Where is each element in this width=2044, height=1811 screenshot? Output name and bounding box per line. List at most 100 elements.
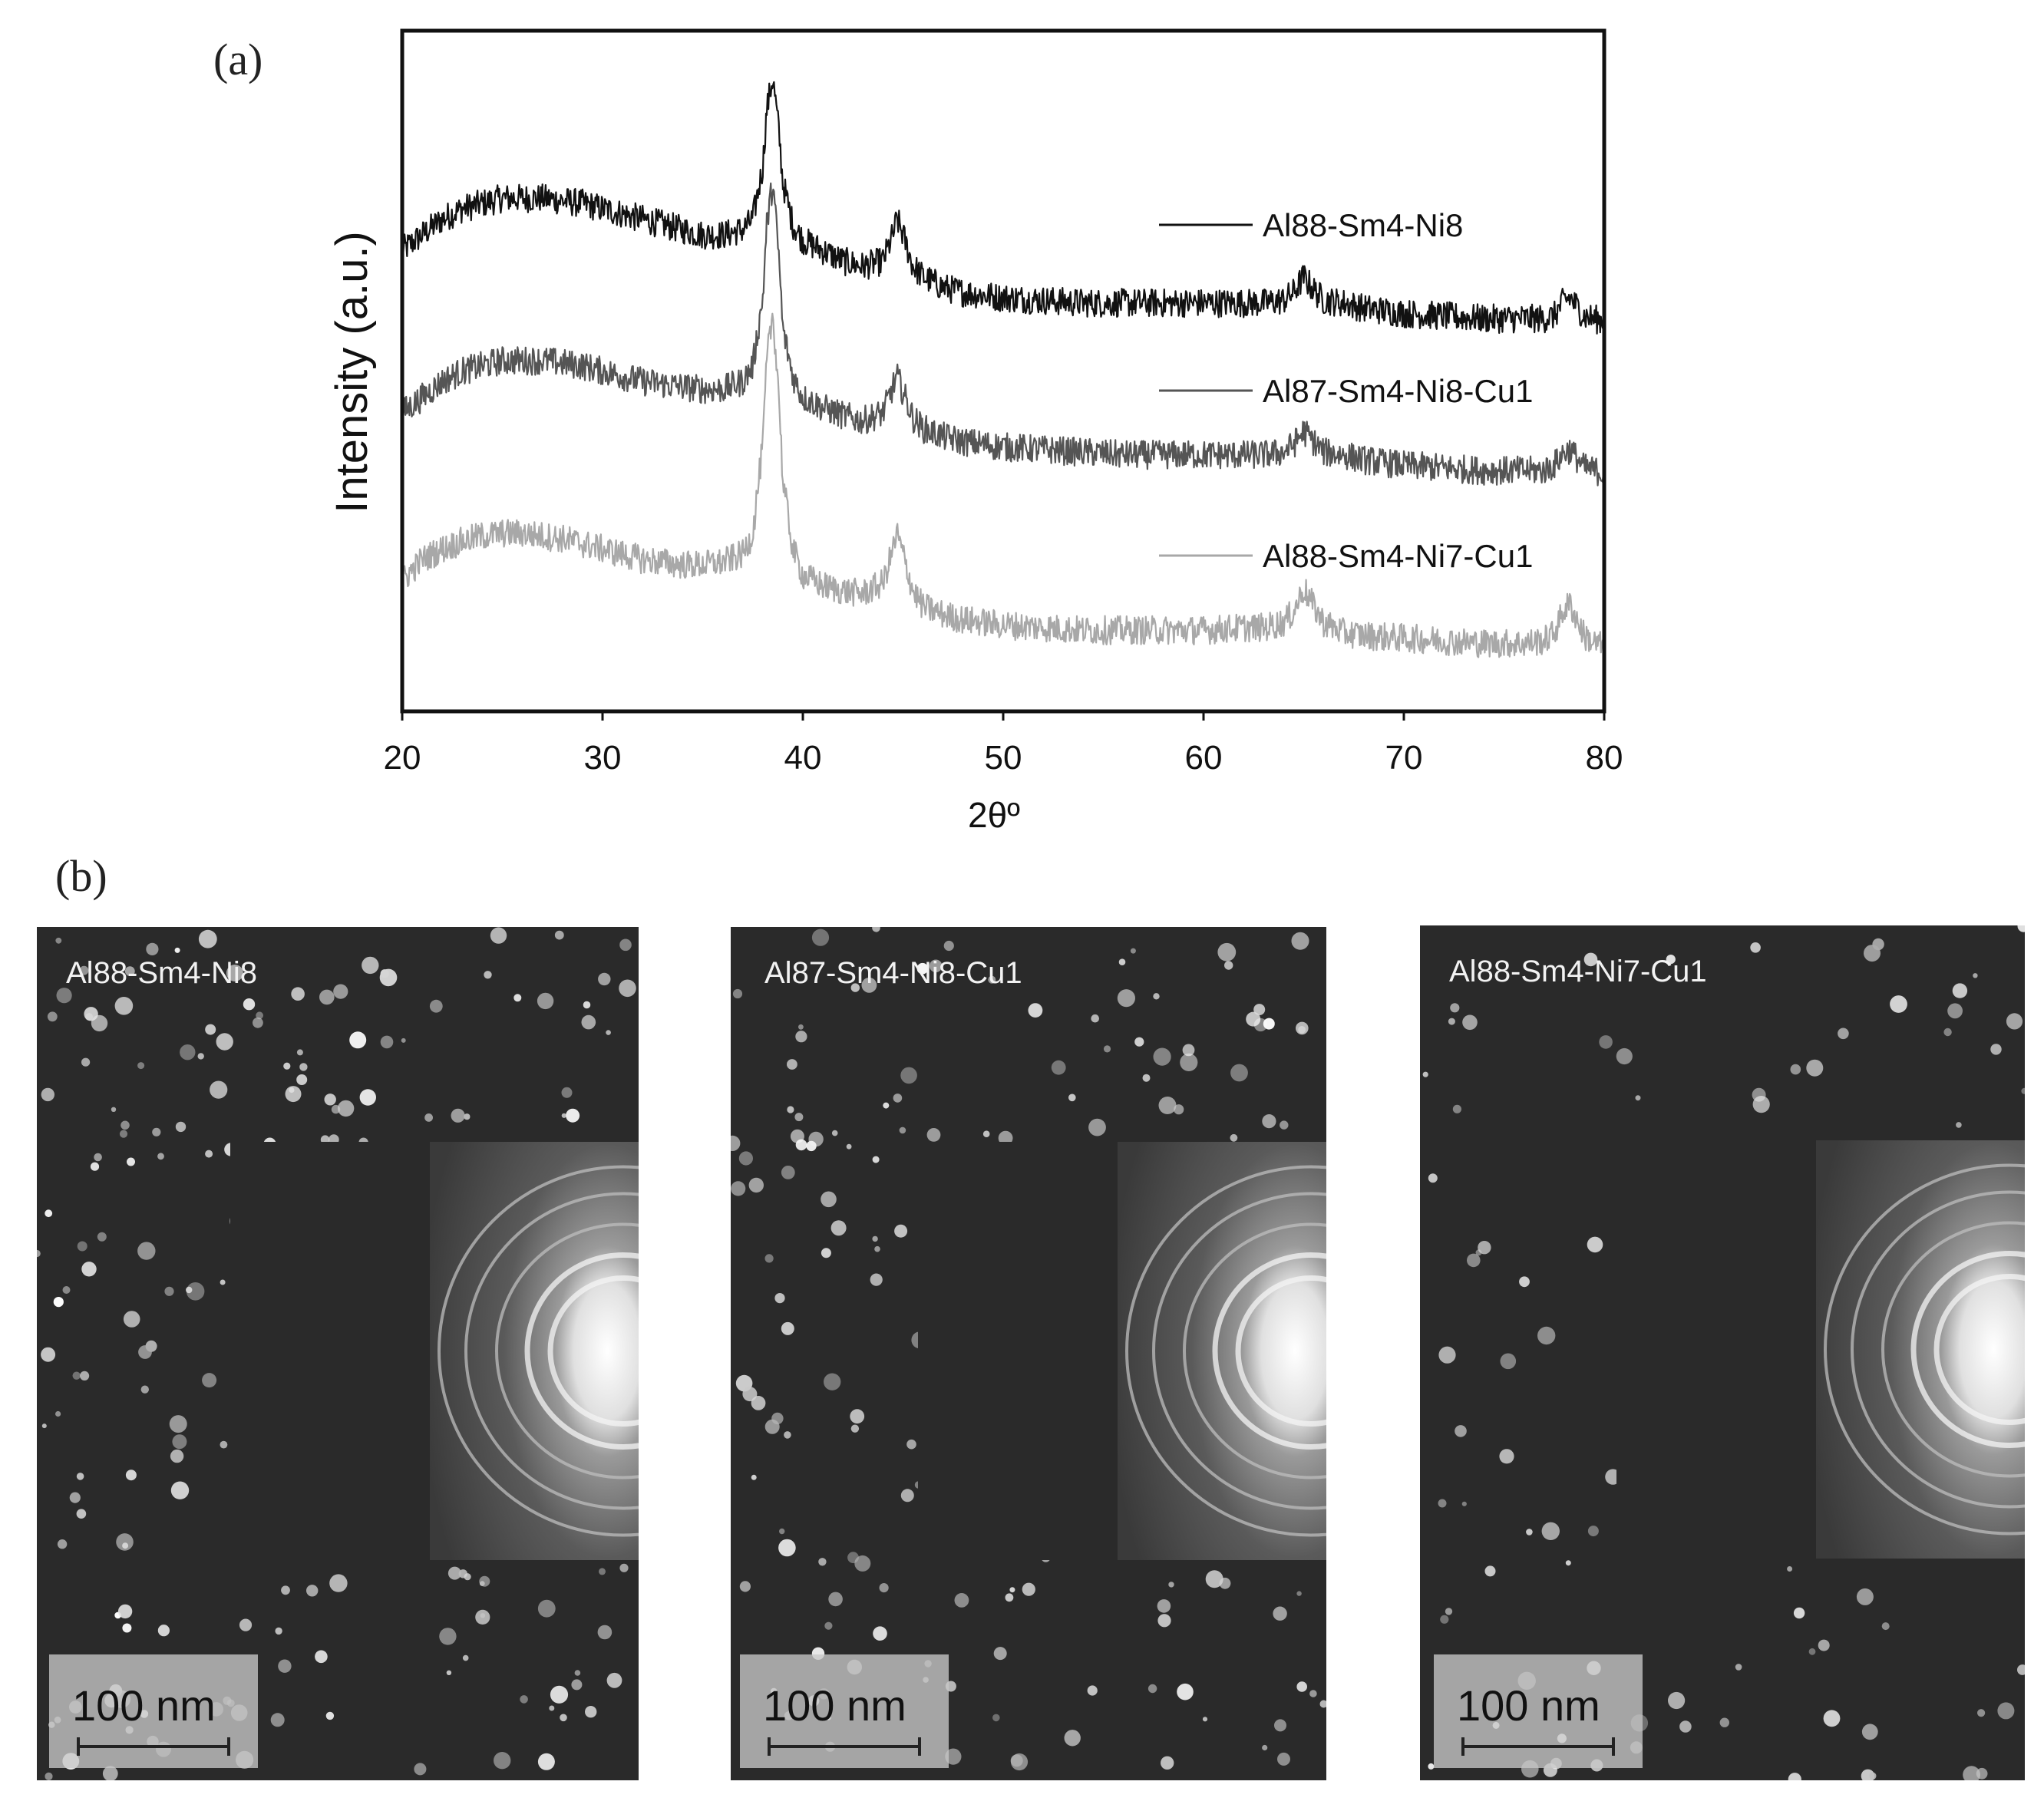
- nanoparticle: [202, 1373, 217, 1388]
- nanoparticle: [140, 1385, 149, 1394]
- nanoparticle: [1296, 1591, 1302, 1596]
- nanoparticle: [1806, 1059, 1824, 1077]
- nanoparticle: [226, 965, 243, 981]
- nanoparticle: [1051, 1060, 1066, 1075]
- nanoparticle: [97, 1232, 107, 1242]
- nanoparticle: [879, 1583, 889, 1593]
- nanoparticle: [446, 1670, 452, 1675]
- nanoparticle: [583, 1001, 591, 1009]
- nanoparticle: [1157, 1599, 1171, 1613]
- diffraction-ring: [1824, 1163, 2025, 1536]
- nanoparticle: [424, 1113, 433, 1122]
- nanoparticle: [1872, 938, 1884, 951]
- nanoparticle: [1103, 1045, 1111, 1053]
- nanoparticle: [1117, 989, 1135, 1008]
- nanoparticle: [62, 1286, 71, 1294]
- nanoparticle: [870, 1273, 883, 1286]
- nanoparticle: [281, 1585, 290, 1595]
- nanoparticle: [174, 947, 180, 953]
- scale-bar-tick: [1461, 1737, 1464, 1756]
- nanoparticle: [306, 1585, 319, 1597]
- nanoparticle: [606, 1030, 611, 1035]
- nanoparticle: [77, 1241, 88, 1252]
- nanoparticle: [1541, 1522, 1560, 1540]
- nanoparticle: [571, 1679, 583, 1691]
- nanoparticle: [1856, 1588, 1874, 1605]
- nanoparticle: [1142, 1074, 1151, 1082]
- scale-bar: 100 nm: [1434, 1654, 1643, 1768]
- nanoparticle: [1158, 1097, 1177, 1114]
- nanoparticle: [2017, 1664, 2025, 1675]
- nanoparticle: [798, 1024, 804, 1030]
- nanoparticle: [1253, 1004, 1266, 1016]
- x-axis-label: 2θº: [968, 795, 1020, 835]
- nanoparticle: [1838, 1028, 1849, 1040]
- x-tick-label: 30: [584, 739, 622, 777]
- nanoparticle: [574, 1670, 581, 1676]
- nanoparticle: [111, 1107, 117, 1112]
- tem-particles: [1422, 925, 2025, 1780]
- nanoparticle: [117, 1604, 133, 1619]
- nanoparticle: [1445, 1608, 1453, 1615]
- nanoparticle: [1291, 932, 1309, 950]
- nanoparticle: [205, 1024, 216, 1035]
- nanoparticle: [210, 1080, 228, 1099]
- nanoparticle: [125, 1470, 137, 1481]
- nanoparticle: [76, 1473, 84, 1480]
- nanoparticle: [1788, 1773, 1801, 1780]
- nanoparticle: [1565, 1560, 1571, 1566]
- nanoparticle: [205, 1150, 213, 1158]
- nanoparticle: [45, 1772, 53, 1780]
- nanoparticle: [324, 1094, 336, 1106]
- nanoparticle: [114, 997, 134, 1015]
- nanoparticle: [137, 1062, 145, 1070]
- nanoparticle: [1298, 1026, 1306, 1034]
- nanoparticle: [598, 972, 611, 986]
- nanoparticle: [781, 1321, 794, 1335]
- nanoparticle: [127, 1157, 135, 1166]
- nanoparticle: [220, 1440, 228, 1449]
- nanoparticle: [1161, 1756, 1174, 1770]
- nanoparticle: [296, 1074, 308, 1085]
- series-line-3: [401, 312, 1606, 658]
- nanoparticle: [873, 1626, 887, 1641]
- nanoparticle: [1793, 1607, 1805, 1619]
- scale-bar-line: [768, 1745, 921, 1748]
- nanoparticle: [1205, 1570, 1223, 1588]
- nanoparticle: [1202, 1717, 1208, 1722]
- nanoparticle: [359, 1089, 376, 1106]
- diffraction-ring: [495, 1222, 639, 1479]
- nanoparticle: [831, 1130, 838, 1136]
- nanoparticle: [850, 1424, 860, 1433]
- nanoparticle: [429, 999, 443, 1013]
- series-line-1: [401, 81, 1606, 335]
- nanoparticle: [299, 1063, 308, 1071]
- nanoparticle: [795, 1139, 807, 1151]
- nanoparticle: [1262, 1744, 1268, 1751]
- nanoparticle: [894, 1224, 908, 1238]
- nanoparticle: [275, 1627, 282, 1635]
- diffraction-ring: [438, 1165, 639, 1537]
- nanoparticle: [883, 1102, 890, 1109]
- legend-label: Al87-Sm4-Ni8-Cu1: [1263, 373, 1533, 409]
- nanoparticle: [846, 1143, 852, 1150]
- nanoparticle: [1005, 1593, 1014, 1602]
- nanoparticle: [270, 1713, 285, 1727]
- nanoparticle: [561, 1087, 573, 1098]
- nanoparticle: [41, 1423, 47, 1429]
- nanoparticle: [818, 1558, 827, 1566]
- nanoparticle: [1219, 1577, 1231, 1589]
- diffraction-pattern-inset: [1816, 1140, 2025, 1559]
- diffraction-ring: [1851, 1190, 2025, 1509]
- nanoparticle: [854, 1555, 871, 1572]
- nanoparticle: [1438, 1346, 1456, 1364]
- nanoparticle: [1440, 1615, 1449, 1624]
- nanoparticle: [1947, 1003, 1963, 1019]
- nanoparticle: [291, 987, 305, 1001]
- nanoparticle: [124, 966, 135, 976]
- scale-bar-line: [77, 1745, 230, 1748]
- nanoparticle: [285, 1086, 302, 1103]
- tem-image-3: Al88-Sm4-Ni7-Cu1 100 nm: [1420, 925, 2025, 1780]
- nanoparticle: [1461, 1501, 1467, 1506]
- scale-bar-tick: [227, 1737, 230, 1756]
